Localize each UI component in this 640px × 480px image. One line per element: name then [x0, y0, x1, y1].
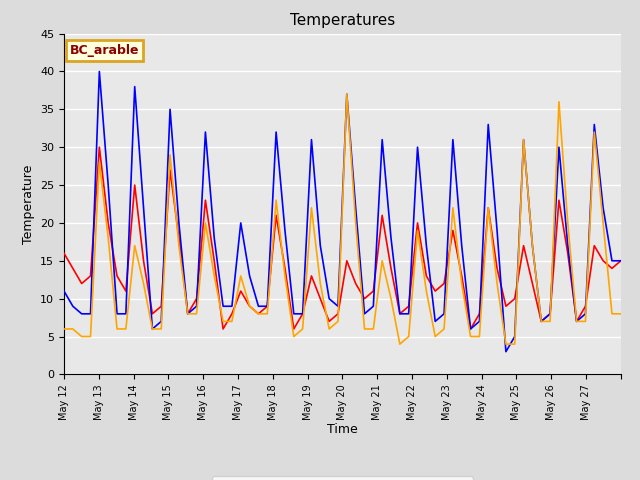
- Title: Temperatures: Temperatures: [290, 13, 395, 28]
- Text: BC_arable: BC_arable: [70, 44, 139, 57]
- Legend: Tair, Tsurf, Tsky: Tair, Tsurf, Tsky: [212, 476, 473, 480]
- Y-axis label: Temperature: Temperature: [22, 164, 35, 244]
- X-axis label: Time: Time: [327, 423, 358, 436]
